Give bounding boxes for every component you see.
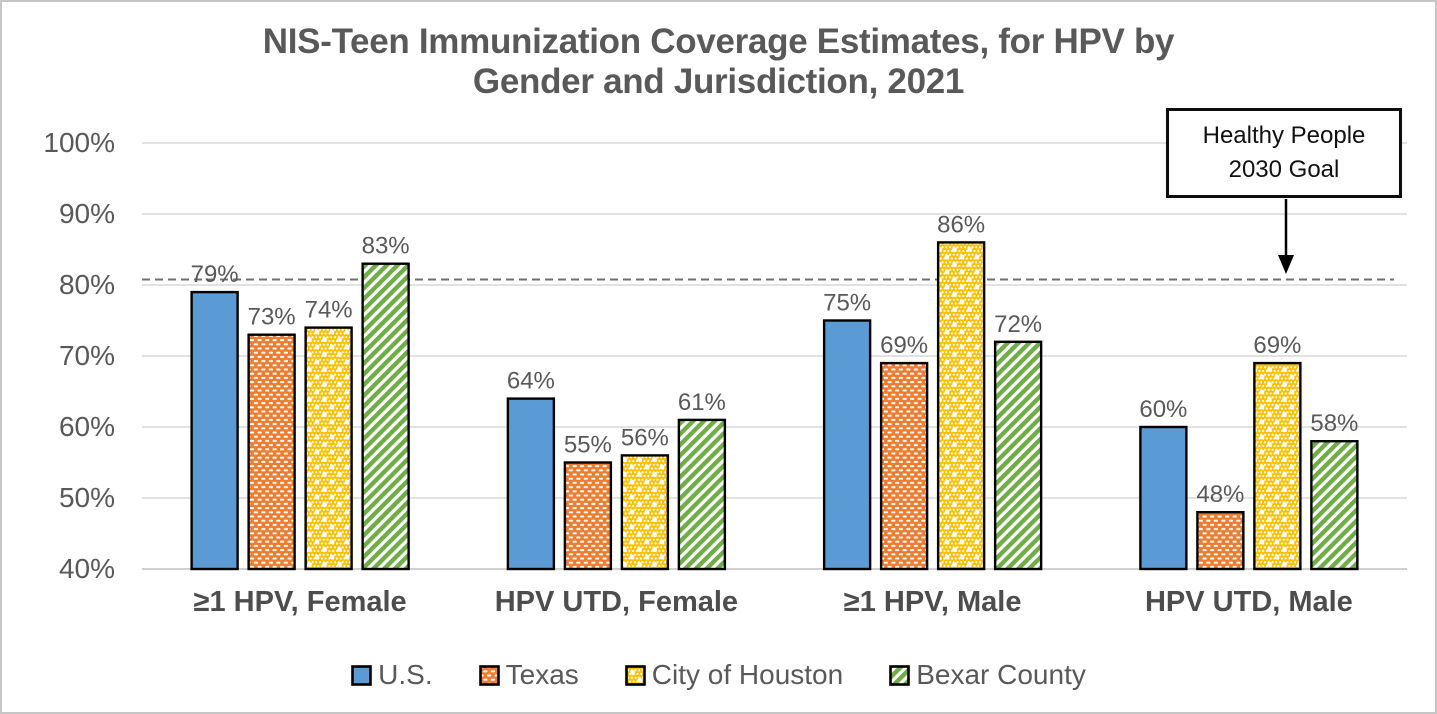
- bar-u-s-hpv-utd-female: [506, 397, 556, 571]
- bar-value-label: 64%: [507, 368, 555, 395]
- bar-value-label: 61%: [678, 389, 726, 416]
- y-axis-tick-label: 90%: [59, 198, 115, 229]
- bar-value-label: 72%: [994, 311, 1042, 338]
- bar-value-label: 79%: [191, 261, 239, 288]
- bar-bexar-county-1-hpv-male: [993, 340, 1043, 571]
- legend: U.S. Texas City of Houston Bexar County: [2, 653, 1435, 697]
- y-axis-tick-label: 100%: [43, 127, 115, 158]
- bar-u-s-1-hpv-male: [822, 319, 872, 571]
- annotation-callout-box: Healthy People 2030 Goal: [1166, 108, 1402, 198]
- legend-item-u-s: U.S.: [351, 659, 433, 691]
- bar-texas-hpv-utd-female: [563, 461, 613, 571]
- x-axis-category-label: ≥1 HPV, Male: [844, 586, 1022, 618]
- y-axis-labels-group: 40% 50% 60% 70% 80% 90% 100%: [43, 127, 115, 584]
- bar-bexar-county-hpv-utd-male: [1310, 440, 1359, 571]
- legend-swatch-icon: [624, 664, 646, 686]
- bar-value-label: 56%: [621, 424, 669, 451]
- bar-bexar-county-1-hpv-female: [361, 262, 410, 571]
- annotation-line-2: 2030 Goal: [1228, 156, 1340, 183]
- y-axis-tick-label: 50%: [59, 482, 115, 513]
- bar-value-label: 48%: [1196, 481, 1244, 508]
- legend-swatch-icon: [351, 664, 372, 686]
- x-axis-category-label: HPV UTD, Male: [1145, 586, 1353, 618]
- value-labels-group: 79% 64% 75% 60% 73% 55% 69% 48% 74% 56% 86% 69% 83% 6…: [191, 211, 1359, 508]
- chart-title: NIS-Teen Immunization Coverage Estimates…: [2, 22, 1435, 102]
- annotation-arrow-group: [1278, 199, 1294, 274]
- legend-label: City of Houston: [651, 659, 844, 690]
- bar-texas-1-hpv-female: [247, 333, 296, 571]
- bar-value-label: 58%: [1310, 410, 1358, 437]
- legend-swatch-icon: [889, 664, 911, 686]
- bar-u-s-1-hpv-female: [190, 290, 239, 571]
- legend-label: U.S.: [378, 659, 433, 690]
- chart-title-line-1: NIS-Teen Immunization Coverage Estimates…: [262, 22, 1175, 61]
- x-axis-labels-group: ≥1 HPV, Female HPV UTD, Female ≥1 HPV, Mal…: [194, 586, 1353, 618]
- bar-value-label: 60%: [1139, 396, 1187, 423]
- bar-city-of-houston-1-hpv-male: [936, 241, 986, 571]
- chart-title-line-2: Gender and Jurisdiction, 2021: [472, 61, 965, 101]
- y-axis-tick-label: 40%: [59, 553, 115, 584]
- bar-texas-hpv-utd-male: [1196, 511, 1245, 571]
- y-axis-tick-label: 60%: [59, 411, 115, 442]
- bar-bexar-county-hpv-utd-female: [677, 418, 727, 571]
- annotation-line-1: Healthy People: [1202, 122, 1366, 150]
- x-axis-category-label: HPV UTD, Female: [495, 586, 738, 618]
- bar-value-label: 55%: [564, 432, 612, 459]
- bar-value-label: 74%: [305, 297, 353, 324]
- legend-label: Bexar County: [916, 659, 1086, 690]
- legend-item-texas: Texas: [478, 659, 579, 691]
- legend-swatch-icon: [478, 664, 500, 686]
- bar-value-label: 75%: [823, 290, 871, 317]
- bar-value-label: 69%: [1253, 332, 1301, 359]
- bar-value-label: 73%: [248, 304, 296, 331]
- x-axis-category-label: ≥1 HPV, Female: [194, 586, 407, 618]
- legend-item-bexar-county: Bexar County: [889, 659, 1086, 691]
- bar-value-label: 83%: [362, 233, 410, 260]
- bar-city-of-houston-1-hpv-female: [304, 326, 353, 571]
- bar-texas-1-hpv-male: [879, 361, 929, 571]
- bar-city-of-houston-hpv-utd-female: [620, 454, 670, 571]
- annotation-arrow-head: [1278, 255, 1294, 274]
- y-axis-tick-label: 70%: [59, 340, 115, 371]
- bar-city-of-houston-hpv-utd-male: [1253, 361, 1302, 571]
- bar-value-label: 86%: [937, 211, 985, 238]
- legend-label: Texas: [505, 659, 579, 690]
- bars-group: [190, 241, 1359, 571]
- bar-u-s-hpv-utd-male: [1139, 425, 1188, 571]
- legend-item-city-of-houston: City of Houston: [624, 659, 844, 691]
- bar-value-label: 69%: [880, 332, 928, 359]
- y-axis-tick-label: 80%: [59, 269, 115, 300]
